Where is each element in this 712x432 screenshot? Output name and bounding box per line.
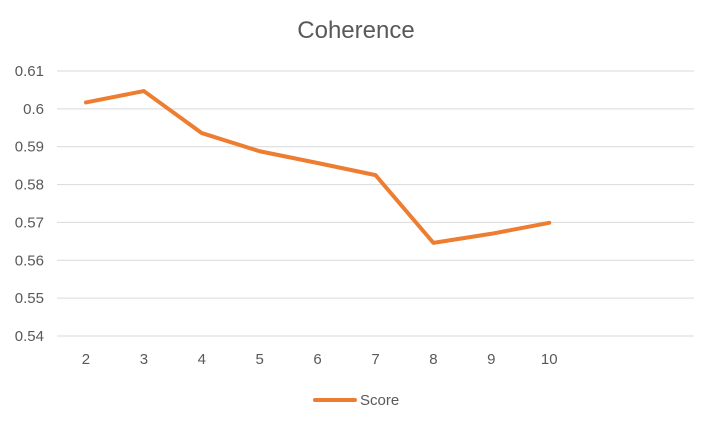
x-tick-label: 10	[541, 351, 558, 368]
series-group	[83, 89, 552, 245]
legend-label: Score	[360, 392, 399, 409]
y-tick-label: 0.59	[15, 139, 44, 156]
y-axis-ticks: 0.54 0.55 0.56 0.57 0.58 0.59 0.6 0.61	[15, 63, 44, 345]
series-line	[83, 89, 552, 245]
x-tick-label: 9	[487, 351, 495, 368]
legend: Score	[313, 392, 399, 409]
chart-title: Coherence	[297, 17, 414, 44]
y-tick-label: 0.58	[15, 177, 44, 194]
y-tick-label: 0.54	[15, 328, 44, 345]
x-tick-label: 8	[429, 351, 437, 368]
x-tick-label: 2	[82, 351, 90, 368]
x-tick-label: 7	[371, 351, 379, 368]
y-tick-label: 0.56	[15, 252, 44, 269]
x-axis-ticks: 2 3 4 5 6 7 8 9 10	[82, 351, 558, 368]
y-tick-label: 0.57	[15, 214, 44, 231]
x-tick-label: 3	[140, 351, 148, 368]
y-tick-label: 0.61	[15, 63, 44, 80]
y-tick-label: 0.6	[23, 101, 44, 118]
y-tick-label: 0.55	[15, 290, 44, 307]
x-tick-label: 6	[313, 351, 321, 368]
gridlines	[57, 70, 694, 337]
x-tick-label: 4	[198, 351, 206, 368]
x-tick-label: 5	[256, 351, 264, 368]
